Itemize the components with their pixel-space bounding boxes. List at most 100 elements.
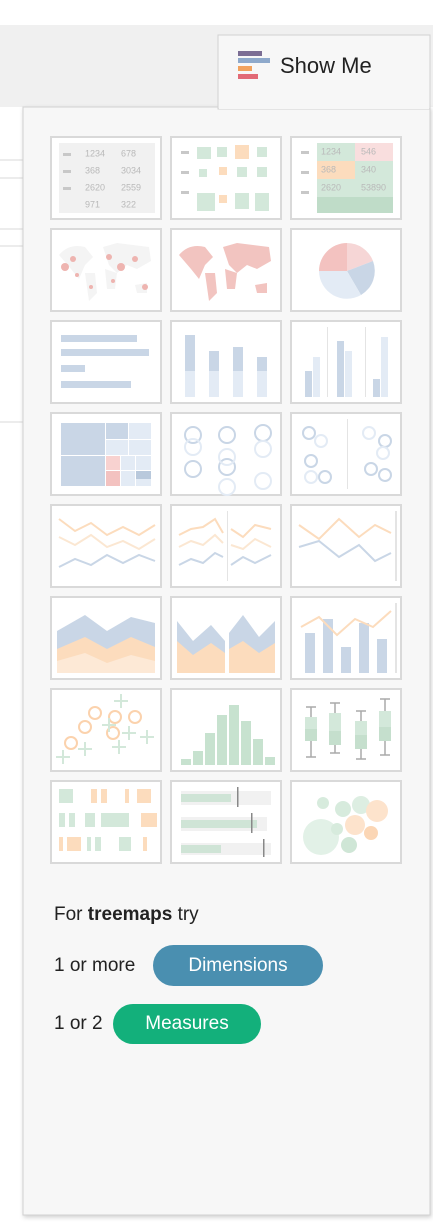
thumb-ring bbox=[106, 726, 120, 740]
thumb-rect bbox=[263, 839, 265, 857]
thumb-rect bbox=[251, 813, 253, 833]
thumb-ring bbox=[128, 710, 142, 724]
thumb-line bbox=[178, 551, 224, 566]
thumb-number: 340 bbox=[361, 164, 376, 174]
tile-frame[interactable] bbox=[170, 504, 282, 588]
thumb-ring bbox=[254, 440, 272, 458]
thumb-circle bbox=[111, 279, 115, 283]
thumb-ring bbox=[64, 736, 78, 750]
thumb-rect bbox=[235, 145, 249, 159]
chart-type-tile[interactable] bbox=[170, 780, 282, 864]
thumb-rect bbox=[301, 151, 309, 154]
chart-type-grid: 1234 678 368 3034 2620 2559 971 322 1234 546 368 34… bbox=[50, 136, 402, 864]
thumb-number: 322 bbox=[121, 199, 136, 209]
thumb-circle bbox=[352, 796, 370, 814]
thumb-circle bbox=[335, 801, 351, 817]
chart-type-tile[interactable] bbox=[290, 320, 402, 404]
thumb-rect bbox=[106, 456, 120, 470]
thumb-rect bbox=[219, 195, 227, 203]
show-me-tab[interactable]: Show Me bbox=[217, 34, 431, 110]
thumb-circle bbox=[341, 837, 357, 853]
thumb-rect bbox=[377, 639, 387, 673]
thumb-rect bbox=[379, 727, 391, 741]
thumb-rect bbox=[59, 837, 63, 851]
tile-frame[interactable] bbox=[290, 504, 402, 588]
thumb-rect bbox=[237, 167, 247, 177]
thumb-number: 368 bbox=[321, 164, 336, 174]
thumb-ring bbox=[218, 426, 236, 444]
chart-type-tile[interactable] bbox=[290, 688, 402, 772]
chart-type-tile[interactable] bbox=[290, 596, 402, 680]
thumb-rect bbox=[301, 191, 309, 194]
tab-icon-bar bbox=[238, 66, 252, 71]
chart-type-tile[interactable] bbox=[50, 688, 162, 772]
thumb-rect bbox=[379, 711, 391, 727]
thumb-rect bbox=[381, 337, 388, 397]
requirement-field: Measures bbox=[145, 1013, 228, 1034]
thumb-circle bbox=[303, 819, 339, 855]
chart-type-tile[interactable]: 1234 546 368 340 2620 53890 bbox=[290, 136, 402, 220]
chart-type-tile[interactable]: 1234 678 368 3034 2620 2559 971 322 bbox=[50, 136, 162, 220]
thumb-cross bbox=[102, 718, 116, 732]
thumb-rect bbox=[255, 193, 269, 211]
thumb-rect bbox=[265, 757, 275, 765]
chart-type-tile[interactable] bbox=[170, 688, 282, 772]
thumb-circle bbox=[364, 826, 378, 840]
tile-frame[interactable] bbox=[50, 688, 162, 772]
tab-label[interactable]: Show Me bbox=[280, 53, 372, 78]
chart-type-tile[interactable] bbox=[50, 596, 162, 680]
thumb-ring bbox=[184, 460, 202, 478]
chart-type-tile[interactable] bbox=[170, 596, 282, 680]
chart-type-tile[interactable] bbox=[290, 228, 402, 312]
hint-prefix: For bbox=[54, 904, 83, 925]
thumb-rect bbox=[227, 511, 228, 581]
tab-icon-bar bbox=[238, 74, 258, 79]
thumb-rect bbox=[95, 837, 101, 851]
chart-type-tile[interactable] bbox=[290, 504, 402, 588]
thumb-rect bbox=[87, 837, 91, 851]
thumb-rect bbox=[355, 161, 393, 179]
thumb-rect bbox=[181, 151, 189, 154]
chart-type-tile[interactable] bbox=[290, 780, 402, 864]
chart-type-tile[interactable] bbox=[170, 412, 282, 496]
thumb-rect bbox=[317, 197, 393, 213]
thumb-rect bbox=[355, 179, 393, 197]
thumb-rect bbox=[121, 471, 135, 486]
thumb-rect bbox=[317, 161, 355, 179]
thumb-rect bbox=[136, 479, 151, 486]
thumb-rect bbox=[63, 187, 71, 190]
thumb-ring bbox=[378, 468, 392, 482]
thumb-rect bbox=[395, 603, 397, 673]
tile-frame[interactable] bbox=[50, 320, 162, 404]
chart-type-tile[interactable] bbox=[290, 412, 402, 496]
chart-type-tile[interactable] bbox=[50, 504, 162, 588]
thumb-cross bbox=[114, 694, 128, 708]
chart-type-tile[interactable] bbox=[170, 504, 282, 588]
thumb-rect bbox=[257, 363, 267, 397]
tab-frame[interactable] bbox=[217, 34, 431, 110]
thumb-rect bbox=[253, 739, 263, 765]
chart-type-tile[interactable] bbox=[50, 412, 162, 496]
thumb-circle bbox=[117, 263, 125, 271]
chart-type-tile[interactable] bbox=[50, 228, 162, 312]
thumb-rect bbox=[237, 787, 239, 807]
chart-type-tile[interactable] bbox=[50, 320, 162, 404]
thumb-rect bbox=[257, 167, 267, 177]
chart-type-tile[interactable] bbox=[170, 228, 282, 312]
thumb-rect bbox=[125, 789, 129, 803]
chart-type-tile[interactable] bbox=[170, 320, 282, 404]
thumb-circle bbox=[75, 273, 79, 277]
chart-type-tile[interactable] bbox=[50, 780, 162, 864]
thumb-line bbox=[230, 554, 272, 566]
thumb-rect bbox=[329, 713, 341, 731]
thumb-rect bbox=[119, 837, 131, 851]
hint-text: For treemaps try bbox=[54, 904, 199, 925]
chart-type-tile[interactable] bbox=[170, 136, 282, 220]
thumb-ring bbox=[302, 426, 316, 440]
thumb-rect bbox=[59, 143, 155, 213]
thumb-rect bbox=[136, 456, 151, 470]
thumb-shape bbox=[179, 243, 271, 301]
thumb-shape bbox=[347, 261, 375, 295]
thumb-rect bbox=[327, 327, 328, 397]
thumb-circle bbox=[366, 800, 388, 822]
